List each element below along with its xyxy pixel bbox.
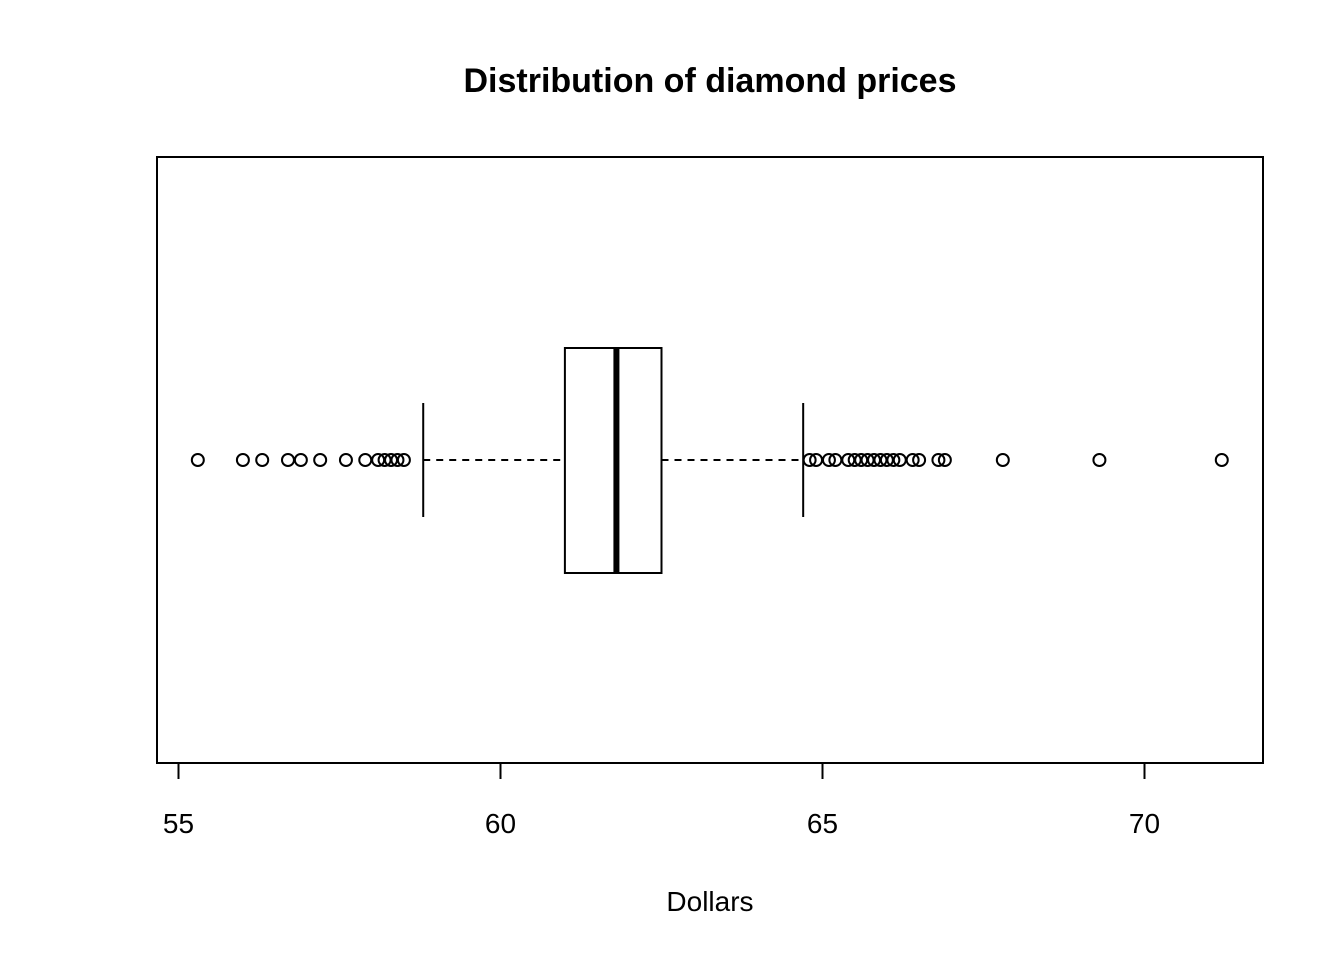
- outlier-point: [280, 453, 295, 467]
- outlier-point: [255, 453, 270, 467]
- box-group: [422, 347, 805, 574]
- x-tick-label: 65: [807, 808, 838, 839]
- outlier-point: [802, 453, 817, 467]
- outlier-point: [235, 453, 250, 467]
- outlier-point: [995, 453, 1010, 467]
- x-axis-label: Dollars: [666, 886, 753, 917]
- iqr-box: [563, 347, 663, 574]
- outlier-point: [396, 453, 411, 467]
- outlier-point: [313, 453, 328, 467]
- x-tick-label: 55: [163, 808, 194, 839]
- outlier-point: [1214, 453, 1229, 467]
- outlier-point: [886, 453, 901, 467]
- outlier-point: [390, 453, 405, 467]
- x-tick-label: 60: [485, 808, 516, 839]
- outlier-point: [821, 453, 836, 467]
- x-tick-label: 70: [1129, 808, 1160, 839]
- outlier-point: [358, 453, 373, 467]
- outlier-point: [190, 453, 205, 467]
- outlier-point: [931, 453, 946, 467]
- outlier-point: [937, 453, 952, 467]
- chart-title: Distribution of diamond prices: [463, 62, 956, 100]
- outlier-point: [338, 453, 353, 467]
- outlier-point: [905, 453, 920, 467]
- outlier-point: [293, 453, 308, 467]
- outlier-point: [1092, 453, 1107, 467]
- outliers-group: [190, 453, 1229, 467]
- outlier-point: [912, 453, 927, 467]
- plot-frame: [156, 156, 1264, 764]
- x-axis: 55 60 65 70: [163, 762, 1160, 839]
